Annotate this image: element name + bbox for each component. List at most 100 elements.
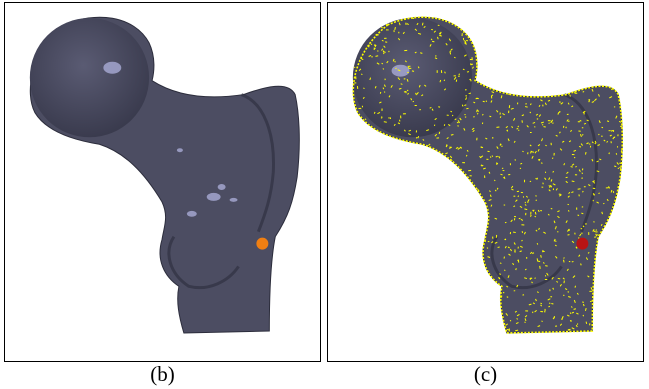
point-mark — [536, 118, 539, 120]
point-mark — [411, 70, 415, 72]
point-mark — [352, 114, 353, 115]
point-mark — [454, 239, 457, 241]
point-mark — [414, 283, 417, 287]
point-mark — [464, 264, 468, 267]
point-mark — [548, 122, 550, 124]
point-mark — [550, 119, 554, 123]
point-mark — [539, 20, 542, 22]
point-mark — [352, 324, 354, 327]
point-mark — [426, 295, 430, 298]
point-mark — [606, 269, 609, 273]
point-mark — [614, 165, 617, 168]
point-mark — [361, 195, 364, 199]
point-mark — [564, 288, 568, 291]
point-mark — [491, 155, 494, 157]
point-mark — [538, 114, 542, 117]
point-mark — [563, 90, 566, 94]
point-mark — [566, 171, 569, 174]
point-mark — [581, 134, 584, 136]
point-mark — [378, 284, 381, 287]
point-mark — [434, 57, 438, 60]
point-mark — [425, 253, 428, 256]
point-mark — [571, 71, 574, 73]
point-mark — [536, 242, 539, 245]
point-mark — [496, 317, 499, 320]
point-mark — [472, 261, 475, 264]
point-mark — [432, 13, 433, 15]
point-mark — [565, 220, 568, 224]
point-mark — [361, 251, 365, 255]
point-mark — [422, 139, 425, 141]
point-mark — [500, 47, 503, 50]
point-mark — [545, 144, 547, 147]
point-mark — [397, 77, 401, 81]
point-mark — [506, 285, 509, 288]
point-mark — [415, 92, 417, 96]
point-mark — [481, 24, 483, 27]
point-mark — [537, 14, 539, 15]
point-mark — [516, 313, 520, 317]
point-mark — [601, 126, 604, 129]
point-mark — [404, 176, 407, 179]
point-mark — [364, 256, 366, 259]
point-mark — [369, 210, 371, 213]
point-mark — [434, 117, 437, 121]
point-mark — [538, 104, 541, 107]
point-mark — [447, 327, 450, 330]
point-mark — [402, 31, 405, 35]
point-mark — [371, 327, 374, 330]
point-mark — [577, 237, 580, 239]
point-mark — [532, 121, 536, 124]
point-mark — [591, 158, 594, 162]
point-mark — [505, 125, 509, 129]
point-mark — [588, 184, 591, 187]
point-mark — [397, 247, 401, 250]
point-mark — [616, 25, 618, 28]
point-mark — [390, 335, 392, 337]
point-mark — [551, 276, 554, 280]
point-mark — [474, 287, 477, 289]
point-mark — [582, 190, 584, 193]
point-mark — [426, 192, 429, 195]
point-mark — [505, 323, 509, 326]
point-mark — [522, 150, 524, 153]
point-mark — [476, 109, 480, 112]
point-mark — [415, 166, 418, 168]
point-mark — [407, 92, 410, 95]
point-mark — [588, 100, 591, 103]
point-mark — [595, 307, 598, 310]
point-mark — [367, 133, 369, 136]
point-mark — [573, 299, 576, 303]
point-mark — [592, 310, 596, 314]
point-mark — [469, 27, 472, 29]
point-mark — [586, 119, 589, 122]
point-mark — [421, 22, 424, 26]
point-mark — [593, 29, 596, 32]
point-mark — [388, 145, 392, 149]
point-mark — [420, 52, 423, 54]
point-mark — [374, 144, 378, 148]
point-mark — [524, 208, 528, 211]
point-mark — [466, 286, 468, 290]
point-mark — [587, 275, 590, 278]
point-mark — [529, 277, 532, 280]
point-mark — [581, 56, 584, 59]
point-mark — [554, 244, 557, 247]
point-mark — [457, 147, 461, 150]
point-mark — [364, 203, 367, 206]
point-mark — [429, 107, 432, 109]
point-mark — [383, 300, 386, 303]
point-mark — [578, 254, 581, 257]
point-mark — [607, 269, 610, 273]
point-mark — [534, 150, 537, 154]
point-mark — [369, 209, 371, 212]
point-mark — [567, 195, 570, 198]
point-mark — [504, 269, 506, 272]
point-mark — [550, 184, 553, 188]
point-mark — [561, 86, 565, 88]
point-mark — [513, 80, 516, 83]
point-mark — [456, 278, 459, 281]
point-mark — [606, 140, 609, 143]
highlight — [217, 183, 226, 190]
point-mark — [434, 133, 438, 137]
